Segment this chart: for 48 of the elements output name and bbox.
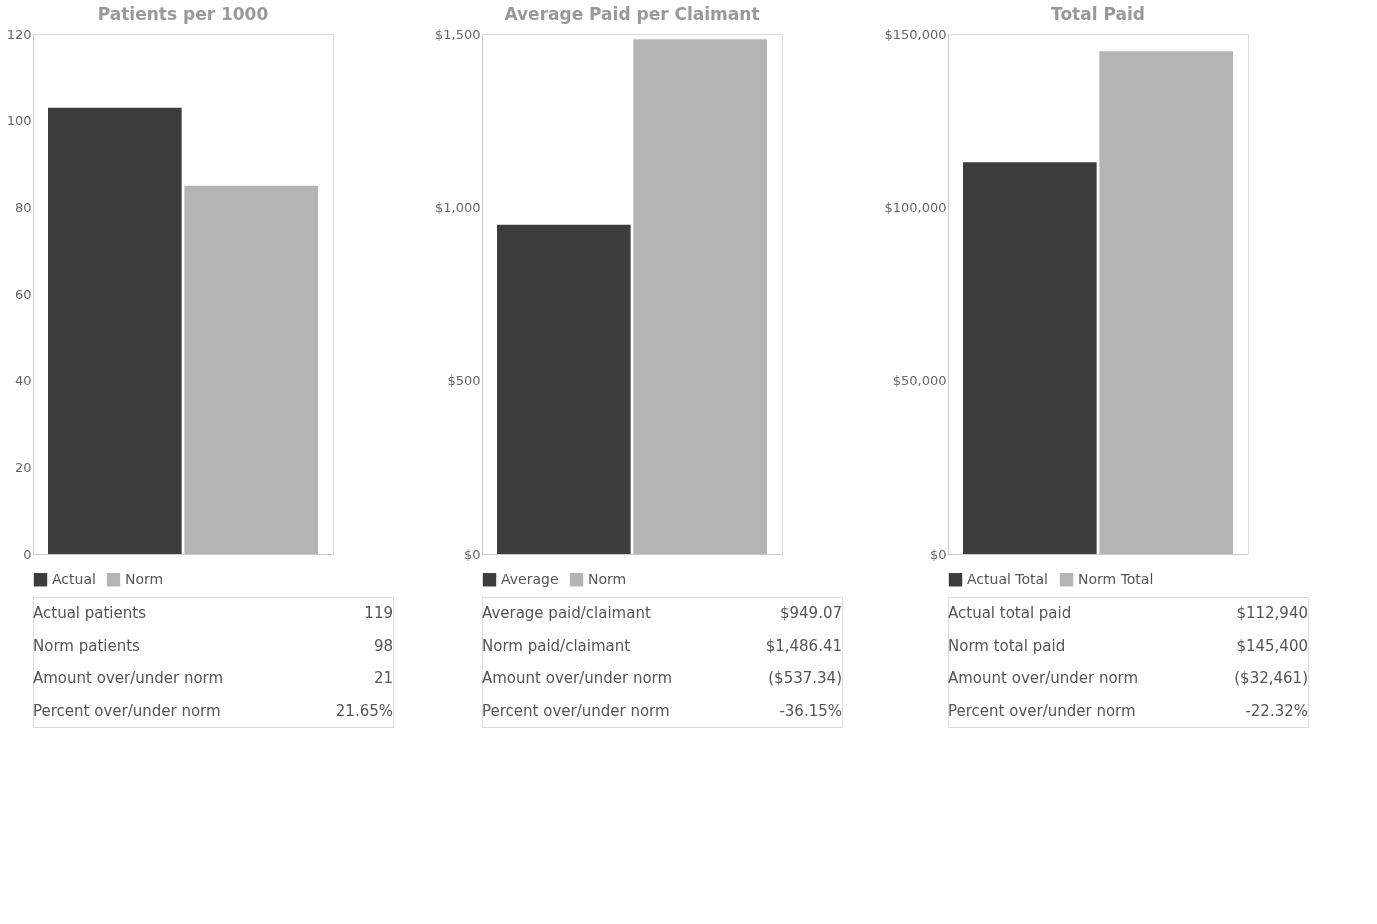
text: ($32,461) <box>1234 669 1308 688</box>
text: 21.65% <box>335 701 393 720</box>
y-tick-label: 100 <box>6 113 32 129</box>
text: $949.07 <box>779 604 842 623</box>
y-tick-label: $100,000 <box>884 199 947 215</box>
text: $112,940 <box>1236 604 1308 623</box>
y-tick-label: $0 <box>463 546 481 562</box>
y-tick-label: 20 <box>14 459 32 475</box>
y-tick-label: $0 <box>929 546 947 562</box>
text: Percent over/under norm <box>482 701 670 720</box>
text: Average paid/claimant <box>482 604 651 623</box>
y-tick-label: $500 <box>447 373 481 389</box>
text: $1,486.41 <box>765 636 842 655</box>
y-tick-label: 0 <box>23 546 32 562</box>
legend-label: Actual <box>52 570 96 587</box>
text: -22.32% <box>1245 701 1308 720</box>
text: -36.15% <box>779 701 842 720</box>
legend-label: Norm Total <box>1078 570 1154 587</box>
y-tick-label: 40 <box>14 373 32 389</box>
legend-label: Average <box>501 570 559 587</box>
text: Actual patients <box>33 604 147 623</box>
y-tick-label: 60 <box>14 286 32 302</box>
text: Norm total paid <box>948 636 1066 655</box>
text: Norm paid/claimant <box>482 636 631 655</box>
chart-title: Patients per 1000 <box>97 4 269 24</box>
text: 119 <box>364 604 393 623</box>
text: 98 <box>373 636 393 655</box>
text: Amount over/under norm <box>482 669 673 688</box>
chart-title: Total Paid <box>1051 4 1145 24</box>
text: $145,400 <box>1236 636 1308 655</box>
text: Percent over/under norm <box>33 701 221 720</box>
text: Actual total paid <box>948 604 1072 623</box>
chart-title: Average Paid per Claimant <box>504 4 760 24</box>
y-tick-label: 120 <box>6 26 32 42</box>
text: Amount over/under norm <box>33 669 224 688</box>
y-tick-label: $150,000 <box>884 26 947 42</box>
text: Norm patients <box>33 636 141 655</box>
legend-label: Actual Total <box>967 570 1049 587</box>
legend-label: Norm <box>125 570 164 587</box>
text: 21 <box>373 669 393 688</box>
text: ($537.34) <box>768 669 842 688</box>
y-tick-label: $1,500 <box>435 26 481 42</box>
y-tick-label: 80 <box>14 199 32 215</box>
legend-label: Norm <box>588 570 627 587</box>
y-tick-label: $1,000 <box>435 199 481 215</box>
text: Percent over/under norm <box>948 701 1136 720</box>
y-tick-label: $50,000 <box>892 373 947 389</box>
text: Amount over/under norm <box>948 669 1139 688</box>
